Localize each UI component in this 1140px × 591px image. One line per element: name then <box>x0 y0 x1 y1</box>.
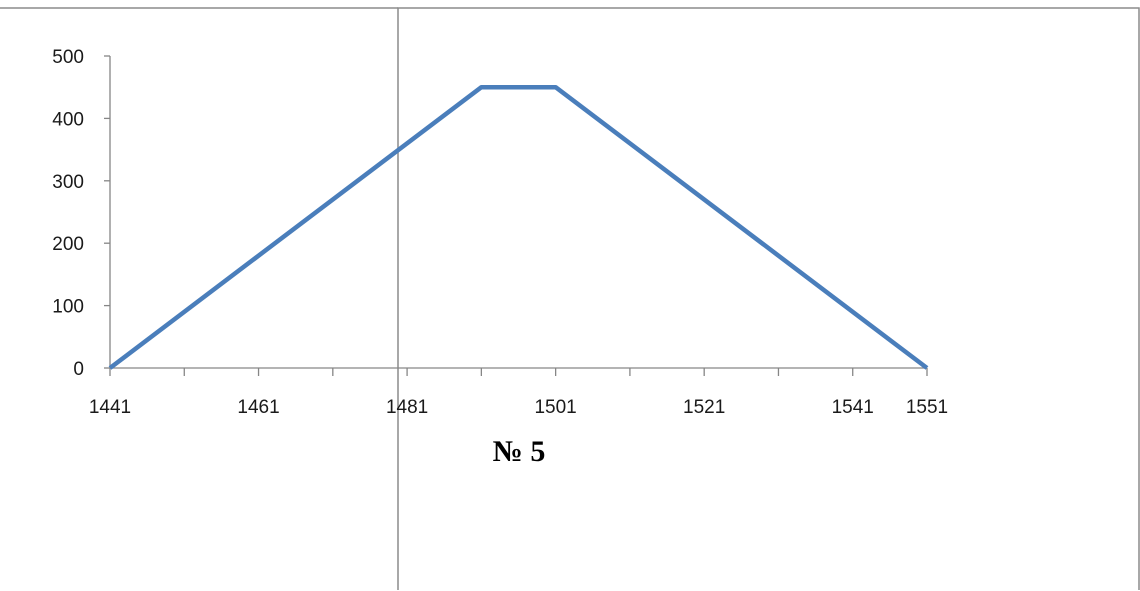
y-tick-label: 400 <box>52 109 84 130</box>
y-tick-label: 500 <box>52 47 84 68</box>
y-tick-label: 200 <box>52 234 84 255</box>
axes <box>109 56 927 369</box>
series-line <box>108 84 929 370</box>
x-tick-label: 1551 <box>906 397 948 418</box>
series-layer <box>108 84 929 370</box>
chart-title: № 5 <box>493 435 546 468</box>
x-tick-label: 1501 <box>534 397 576 418</box>
x-tick-label: 1441 <box>89 397 131 418</box>
x-tick-label: 1481 <box>386 397 428 418</box>
x-tick-label: 1461 <box>237 397 279 418</box>
y-tick-label: 300 <box>52 172 84 193</box>
x-tick-label: 1541 <box>832 397 874 418</box>
y-tick-label: 100 <box>52 297 84 318</box>
y-tick-label: 0 <box>73 359 84 380</box>
ticks: 0 100 200 300 400 500 1441 1461 1481 1501 1521 1541… <box>52 47 948 418</box>
x-tick-label: 1521 <box>683 397 725 418</box>
